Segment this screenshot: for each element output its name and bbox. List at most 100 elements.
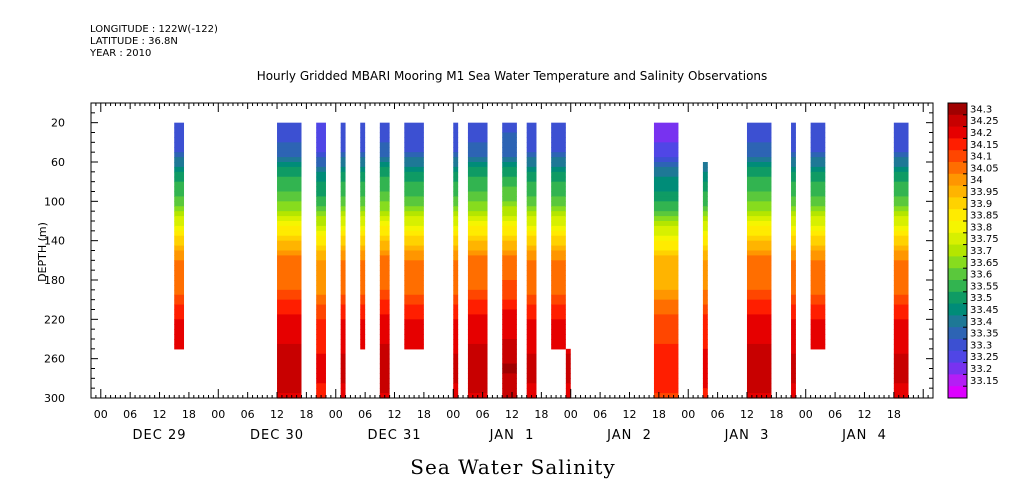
x-tick-label: 06: [476, 408, 490, 421]
data-cell: [453, 181, 459, 188]
data-cell: [360, 275, 366, 281]
x-axis: 00 06 12 18 00 06 12 18 00 06 12 18 00 06 12 18 00 06 12 18…: [90, 103, 934, 443]
data-cell: [746, 245, 772, 252]
data-cell: [791, 284, 796, 291]
data-cell: [502, 171, 517, 178]
data-cell: [791, 294, 796, 301]
data-cell: [404, 329, 424, 335]
data-cell: [316, 157, 326, 163]
data-cell: [379, 230, 390, 237]
data-cell: [746, 235, 772, 242]
data-cell: [453, 319, 459, 325]
data-cell: [277, 339, 302, 345]
data-cell: [340, 343, 346, 350]
colorbar-legend: 34.334.2534.234.1534.134.053433.9533.933…: [947, 102, 999, 399]
data-cell: [893, 329, 909, 335]
data-cell: [502, 255, 517, 261]
data-cell: [453, 393, 459, 399]
data-cell: [551, 324, 566, 330]
data-cell: [502, 294, 517, 301]
data-cell: [746, 294, 772, 301]
data-cell: [467, 235, 488, 242]
data-cell: [379, 378, 390, 384]
data-cell: [653, 245, 679, 252]
data-cell: [702, 388, 708, 394]
data-cell: [810, 275, 826, 281]
data-cell: [379, 152, 390, 158]
data-cell: [316, 334, 326, 340]
data-cell: [404, 152, 424, 158]
data-cell: [893, 201, 909, 207]
data-cell: [653, 221, 679, 227]
data-cell: [340, 216, 346, 222]
data-cell: [453, 388, 459, 394]
data-cell: [893, 324, 909, 330]
data-cell: [810, 221, 826, 227]
data-cell: [502, 334, 517, 340]
data-cell: [893, 152, 909, 158]
data-cell: [746, 127, 772, 134]
data-cell: [340, 240, 346, 247]
legend-swatch: [948, 114, 967, 128]
data-cell: [746, 324, 772, 330]
data-cell: [277, 309, 302, 316]
data-cell: [453, 275, 459, 281]
data-cell: [551, 162, 566, 168]
data-cell: [379, 368, 390, 375]
data-cell: [453, 147, 459, 153]
data-cell: [791, 171, 796, 178]
data-cell: [551, 334, 566, 340]
data-cell: [379, 309, 390, 316]
data-cell: [340, 358, 346, 365]
data-cell: [746, 343, 772, 350]
data-segment: [746, 122, 772, 399]
data-cell: [702, 314, 708, 320]
data-cell: [316, 289, 326, 296]
data-cell: [526, 289, 537, 296]
data-cell: [316, 206, 326, 212]
data-cell: [379, 383, 390, 389]
x-day-label: DEC 31: [368, 428, 422, 443]
data-cell: [893, 250, 909, 257]
data-cell: [791, 368, 796, 375]
data-cell: [277, 393, 302, 399]
x-tick-label: 06: [593, 408, 607, 421]
data-cell: [174, 304, 185, 311]
data-cell: [360, 294, 366, 301]
data-cell: [502, 270, 517, 276]
data-cell: [277, 157, 302, 163]
data-segment: [893, 122, 909, 399]
data-cell: [467, 314, 488, 320]
y-tick-label: 140: [44, 235, 65, 248]
data-cell: [502, 191, 517, 198]
data-cell: [746, 142, 772, 148]
data-cell: [810, 270, 826, 276]
data-cell: [551, 314, 566, 320]
data-cell: [453, 265, 459, 271]
data-cell: [791, 343, 796, 350]
data-cell: [893, 221, 909, 227]
data-cell: [746, 132, 772, 139]
data-segment: [551, 122, 566, 350]
data-cell: [316, 363, 326, 370]
data-cell: [277, 235, 302, 242]
data-cell: [893, 255, 909, 261]
data-cell: [379, 348, 390, 355]
data-cell: [360, 334, 366, 340]
data-cell: [316, 245, 326, 252]
data-cell: [746, 299, 772, 306]
data-cell: [893, 299, 909, 306]
data-cell: [791, 353, 796, 360]
longitude-label: LONGITUDE : 122W(-122): [90, 24, 218, 35]
data-cell: [653, 388, 679, 394]
legend-swatch: [948, 339, 967, 352]
x-day-label: DEC 29: [133, 428, 187, 443]
data-cell: [653, 383, 679, 389]
data-cell: [702, 196, 708, 202]
data-cell: [277, 363, 302, 370]
data-cell: [379, 363, 390, 370]
data-cell: [746, 240, 772, 247]
data-cell: [453, 127, 459, 134]
x-tick-label: 00: [681, 408, 695, 421]
data-cell: [702, 280, 708, 286]
